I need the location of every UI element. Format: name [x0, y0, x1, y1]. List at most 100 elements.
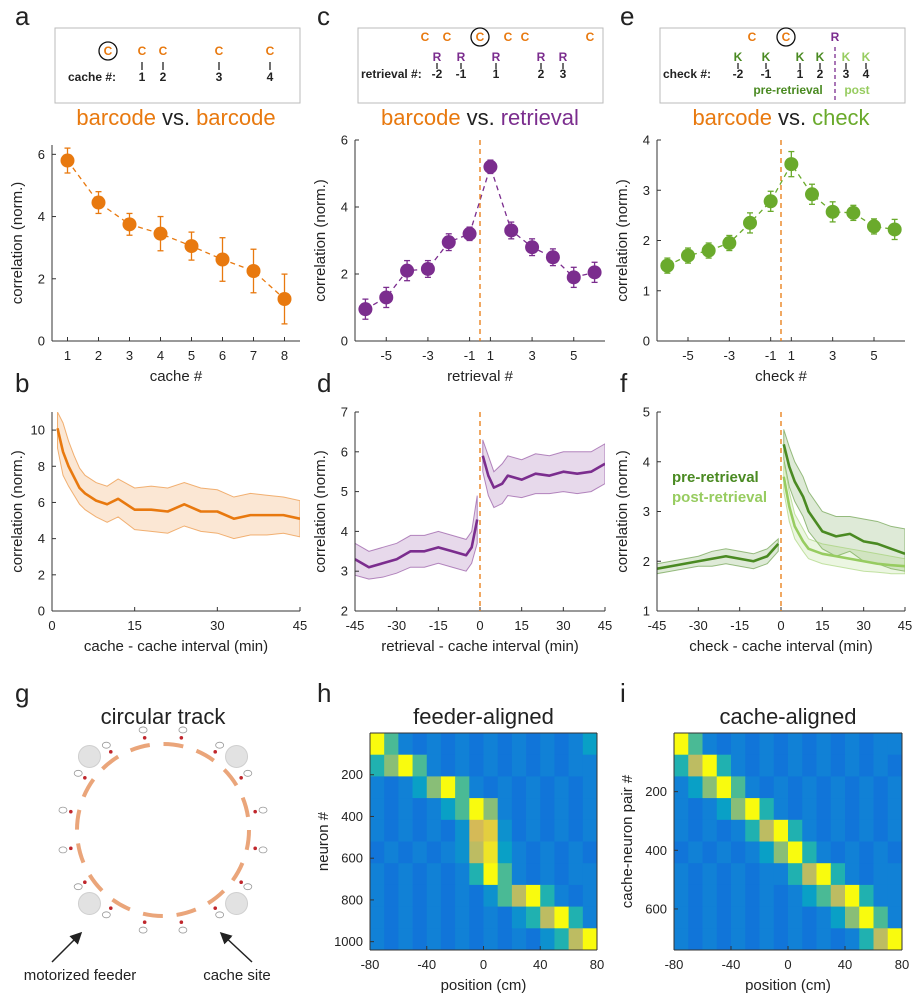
heat-cell	[497, 798, 513, 821]
x-tick-label: -30	[689, 618, 708, 633]
heat-cell	[830, 733, 846, 756]
x-tick-label: 3	[528, 348, 535, 363]
heat-cell	[568, 863, 584, 886]
heat-cell	[568, 733, 584, 756]
heat-cell	[859, 863, 874, 886]
event-symbol: C	[104, 44, 113, 58]
event-number: 4	[267, 70, 274, 84]
heat-cell	[469, 884, 484, 907]
heat-cell	[816, 819, 832, 842]
cache-marker	[83, 775, 87, 780]
heat-cell	[887, 733, 902, 756]
heat-cell	[568, 776, 584, 799]
plot-area	[358, 159, 602, 320]
heat-cell	[540, 776, 555, 799]
chart-title: barcode vs. barcode	[76, 105, 275, 130]
heat-cell	[540, 906, 555, 929]
heat-cell	[773, 906, 789, 929]
heat-cell	[455, 841, 470, 864]
heat-cell	[830, 863, 846, 886]
chart: feeder-aligned 200 400 600 800 1000 -80 -40 0 40 8…	[315, 704, 604, 994]
heat-cell	[412, 754, 428, 777]
heat-cell	[788, 819, 803, 842]
heat-cell	[469, 798, 484, 821]
heat-cell	[412, 733, 428, 756]
heat-cell	[440, 754, 456, 777]
heat-cell	[440, 928, 456, 950]
event-number: 2	[817, 67, 824, 81]
heat-cell	[440, 841, 456, 864]
heat-cell	[440, 798, 456, 821]
heat-cell	[426, 754, 442, 777]
x-tick-label: -1	[765, 348, 777, 363]
heat-cell	[688, 776, 703, 799]
y-tick-label: 200	[341, 767, 363, 782]
arrow	[219, 931, 253, 963]
heat-cell	[455, 928, 470, 950]
heat-cell	[582, 733, 597, 756]
cache-site	[138, 926, 148, 934]
x-tick-label: 15	[127, 618, 141, 633]
heat-cell	[412, 819, 428, 842]
panel-letter: b	[15, 368, 29, 398]
cache-marker	[253, 846, 257, 851]
heat-cell	[845, 733, 860, 756]
heat-cell	[426, 906, 442, 929]
heat-cell	[398, 906, 413, 929]
heat-cell	[455, 754, 470, 777]
heat-cell	[688, 863, 703, 886]
heat-cell	[688, 798, 703, 821]
heat-cell	[540, 754, 555, 777]
x-tick-label: 3	[829, 348, 836, 363]
heat-cell	[674, 906, 689, 929]
y-tick-label: 7	[341, 405, 348, 420]
chart: barcode vs. retrieval 0 2 4 6 -5 -3 -1 1 3 5 retrieva…	[312, 105, 605, 385]
heat-cell	[674, 798, 689, 821]
chart: 0 2 4 6 8 10 0 15 30 45 cache - cache interval (mi…	[9, 412, 307, 655]
heat-cell	[582, 906, 597, 929]
heat-cell	[745, 841, 760, 864]
heat-cell	[802, 906, 817, 929]
x-tick-label: 30	[210, 618, 224, 633]
heat-cell	[702, 863, 718, 886]
heat-cell	[688, 819, 703, 842]
y-axis-label: correlation (norm.)	[9, 450, 26, 573]
heat-cell	[773, 754, 789, 777]
heat-cell	[802, 819, 817, 842]
cache-site	[138, 726, 148, 734]
heat-cell	[759, 841, 775, 864]
heat-cell	[398, 733, 413, 756]
line	[657, 542, 780, 570]
connector	[66, 160, 285, 300]
line	[782, 444, 905, 556]
circled-event	[98, 41, 118, 61]
cache-marker	[108, 906, 113, 910]
x-tick-label: 40	[533, 957, 547, 972]
point	[681, 248, 695, 263]
heat-cell	[887, 819, 902, 842]
cache-marker	[239, 880, 243, 885]
heat-cell	[688, 928, 703, 950]
heat-cell	[731, 884, 746, 907]
heat-cell	[582, 863, 597, 886]
heat-cell	[455, 733, 470, 756]
heat-cell	[426, 884, 442, 907]
event-symbol: C	[266, 44, 275, 58]
feeder	[225, 892, 249, 916]
event-symbol: R	[537, 50, 546, 64]
heat-cell	[526, 776, 541, 799]
heat-cell	[873, 754, 889, 777]
heat-cell	[370, 863, 385, 886]
heat-cell	[370, 733, 385, 756]
chart: cache-aligned 200 400 600 -80 -40 0 40 80 positio…	[619, 704, 909, 994]
x-axis-label: position (cm)	[441, 977, 527, 994]
y-tick-label: 5	[643, 405, 650, 420]
x-tick-label: 80	[895, 957, 909, 972]
heat-cell	[554, 776, 570, 799]
x-tick-label: 5	[870, 348, 877, 363]
event-symbol: R	[559, 50, 568, 64]
x-tick-label: -5	[380, 348, 392, 363]
heat-cell	[554, 884, 570, 907]
heat-cell	[568, 906, 584, 929]
